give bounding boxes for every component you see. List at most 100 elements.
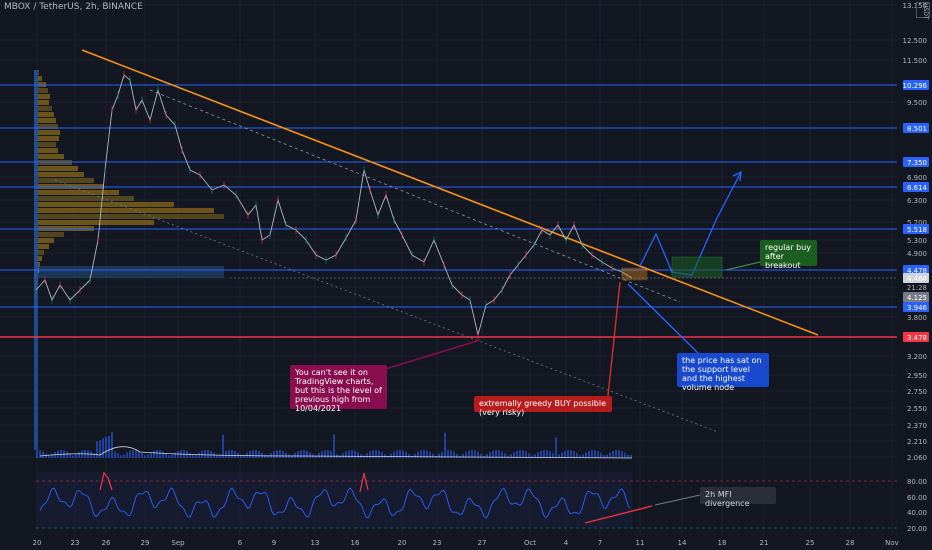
volume-bar xyxy=(204,450,206,458)
volume-bar xyxy=(618,450,620,458)
volume-bar xyxy=(603,455,605,458)
time-tick-label: 25 xyxy=(806,539,815,547)
trend-lines xyxy=(54,49,819,433)
price-tick-label: 2.060 xyxy=(907,454,927,462)
volume-bar xyxy=(591,450,593,458)
volume-profile-bin xyxy=(34,100,49,105)
volume-bar xyxy=(297,451,299,458)
price-line xyxy=(35,74,633,336)
price-tick-label: 3.946 xyxy=(907,304,928,312)
volume-bar xyxy=(513,452,515,458)
volume-bar xyxy=(453,451,455,458)
volume-bar xyxy=(264,454,266,458)
symbol-title[interactable]: MBOX / TetherUS, 2h, BINANCE xyxy=(4,2,143,12)
volume-bar xyxy=(585,452,587,458)
time-tick-label: 4 xyxy=(564,539,569,547)
volume-bar xyxy=(222,434,224,458)
mfi-note-arrow xyxy=(654,494,701,506)
volume-bar xyxy=(255,450,257,458)
price-tick-label: 3.200 xyxy=(907,353,927,361)
support-note[interactable]: the price has sat on the support level a… xyxy=(677,353,769,392)
time-tick-label: 21 xyxy=(760,539,769,547)
volume-bar xyxy=(627,454,629,458)
volume-bar xyxy=(231,450,233,458)
price-tick-label: 4.464 xyxy=(907,275,928,283)
mfi-tick-label: 40.00 xyxy=(907,509,927,517)
projection-path xyxy=(639,170,742,278)
tradingview-note[interactable]: You can't see it on TradingView charts, … xyxy=(290,365,387,413)
currency-badge[interactable]: USDT xyxy=(916,2,930,20)
price-label-bg xyxy=(903,273,929,283)
time-axis[interactable]: 20 23 26 29 Sep 6 9 13 16 20 23 27 Oct 4 7 11 14 18 21 25 28… xyxy=(33,539,899,547)
price-tick-label: 8.501 xyxy=(907,125,927,133)
volume-bar xyxy=(189,452,191,458)
volume-profile-bin xyxy=(34,154,64,159)
regular-buy-note-arrow xyxy=(725,261,761,271)
volume-bar xyxy=(351,450,353,458)
price-label-bg xyxy=(903,157,929,167)
volume-bar xyxy=(363,455,365,458)
volume-bar xyxy=(117,453,119,458)
volume-bar xyxy=(375,450,377,458)
price-tick-label: 11.500 xyxy=(903,57,928,65)
volume-bar xyxy=(111,432,113,458)
volume-bar xyxy=(498,450,500,458)
price-label-bg xyxy=(903,332,929,342)
volume-bar xyxy=(399,450,401,458)
volume-bar xyxy=(216,454,218,458)
volume-bar xyxy=(543,450,545,458)
volume-bar xyxy=(249,451,251,458)
volume-bar xyxy=(138,451,140,458)
volume-bar xyxy=(597,451,599,458)
volume-bar xyxy=(447,450,449,458)
volume-bar xyxy=(594,450,596,458)
price-tick-label: 2.550 xyxy=(907,405,927,413)
volume-bar xyxy=(501,451,503,458)
volume-profile-bin xyxy=(34,148,58,153)
regular-buy-note[interactable]: regular buy after breakout xyxy=(760,240,817,270)
volume-bar xyxy=(105,436,107,458)
price-axis[interactable]: 13.150 12.500 11.500 10.296 9.500 8.501 7.350 6… xyxy=(903,2,930,533)
volume-bar xyxy=(522,450,524,458)
time-tick-label: 23 xyxy=(71,539,80,547)
volume-bar xyxy=(432,453,434,458)
volume-bar xyxy=(270,452,272,458)
price-tick-label: 3.478 xyxy=(907,334,927,342)
volume-bar xyxy=(126,452,128,458)
volume-bar xyxy=(165,452,167,458)
projection-arrowhead xyxy=(732,170,742,182)
volume-bar xyxy=(51,453,53,458)
volume-bar xyxy=(174,452,176,458)
volume-profile-bin xyxy=(34,124,58,129)
price-label-bg xyxy=(903,292,929,302)
volume-bar xyxy=(525,451,527,458)
volume-profile-bin xyxy=(34,118,56,123)
volume-bar xyxy=(576,453,578,458)
volume-bar xyxy=(309,452,311,458)
price-tick-label: 5.300 xyxy=(907,237,927,245)
volume-profile-bin xyxy=(34,130,60,135)
volume-bar xyxy=(519,450,521,458)
volume-bar xyxy=(528,453,530,458)
price-label-bg xyxy=(903,182,929,192)
volume-profile-bin xyxy=(34,238,54,243)
volume-bar xyxy=(564,450,566,458)
volume-bar xyxy=(342,453,344,458)
price-tick-label: 13.150 xyxy=(903,2,928,10)
volume-bar xyxy=(258,450,260,458)
volume-bar xyxy=(75,454,77,458)
time-tick-label: 11 xyxy=(636,539,645,547)
time-tick-label: 29 xyxy=(141,539,150,547)
volume-bar xyxy=(156,450,158,458)
volume-bar xyxy=(294,453,296,458)
volume-bar xyxy=(465,451,467,458)
greedy-buy-note[interactable]: extremally greedy BUY possible (very ris… xyxy=(474,396,612,417)
mfi-divergence-note[interactable]: 2h MFI divergence xyxy=(700,487,776,508)
volume-bar xyxy=(492,450,494,458)
volume-bar xyxy=(537,452,539,458)
price-tick-label: 4.900 xyxy=(907,250,927,258)
volume-bar xyxy=(549,451,551,458)
volume-bar xyxy=(210,451,212,458)
